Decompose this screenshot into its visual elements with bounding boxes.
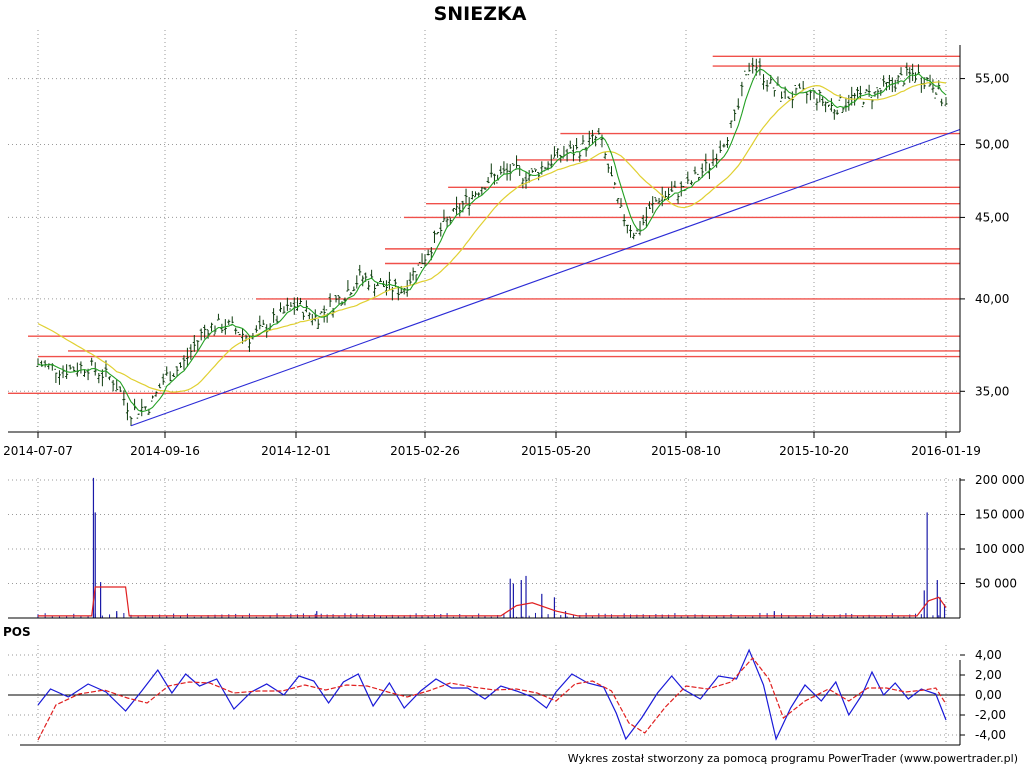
x-tick-label-3: 2015-02-26 (390, 444, 460, 458)
pos-y-label-0: -4,00 (975, 728, 1006, 742)
x-tick-label-0: 2014-07-07 (3, 444, 73, 458)
pos-y-label-3: 2,00 (975, 668, 1002, 682)
price-candles (36, 57, 948, 426)
price-y-label-3: 50,00 (975, 138, 1009, 152)
price-y-label-1: 40,00 (975, 292, 1009, 306)
volume-panel: 50 000 100 000 150 000 200 000 (8, 473, 1024, 619)
volume-y-label-2: 150 000 (975, 508, 1024, 522)
pos-panel: -4,00 -2,00 0,00 2,00 4,00 (8, 645, 1006, 746)
x-tick-label-6: 2015-10-20 (779, 444, 849, 458)
volume-y-label-3: 200 000 (975, 473, 1024, 487)
x-tick-label-7: 2016-01-19 (911, 444, 981, 458)
short-moving-average (37, 68, 947, 413)
chart-title: SNIEZKA (434, 3, 527, 25)
volume-y-label-1: 100 000 (975, 542, 1024, 556)
pos-y-label-1: -2,00 (975, 708, 1006, 722)
volume-y-label-0: 50 000 (975, 577, 1017, 591)
price-y-label-0: 35,00 (975, 384, 1009, 398)
x-tick-label-1: 2014-09-16 (130, 444, 200, 458)
price-y-label-4: 55,00 (975, 72, 1009, 86)
x-tick-label-5: 2015-08-10 (651, 444, 721, 458)
credit-text: Wykres został stworzony za pomocą progra… (568, 752, 1018, 765)
pos-y-label-4: 4,00 (975, 648, 1002, 662)
price-panel: 35,00 40,00 45,00 50,00 55,00 2014-07-07 2014-… (3, 30, 1009, 458)
x-tick-label-2: 2014-12-01 (261, 444, 331, 458)
pos-series-0 (37, 648, 947, 741)
x-tick-label-4: 2015-05-20 (521, 444, 591, 458)
long-moving-average (37, 81, 947, 393)
volume-moving-average (38, 586, 947, 617)
trend-line (130, 128, 961, 427)
pos-y-label-2: 0,00 (975, 688, 1002, 702)
pos-series-1 (37, 657, 947, 741)
pos-panel-label: POS (3, 625, 31, 639)
price-y-label-2: 45,00 (975, 210, 1009, 224)
